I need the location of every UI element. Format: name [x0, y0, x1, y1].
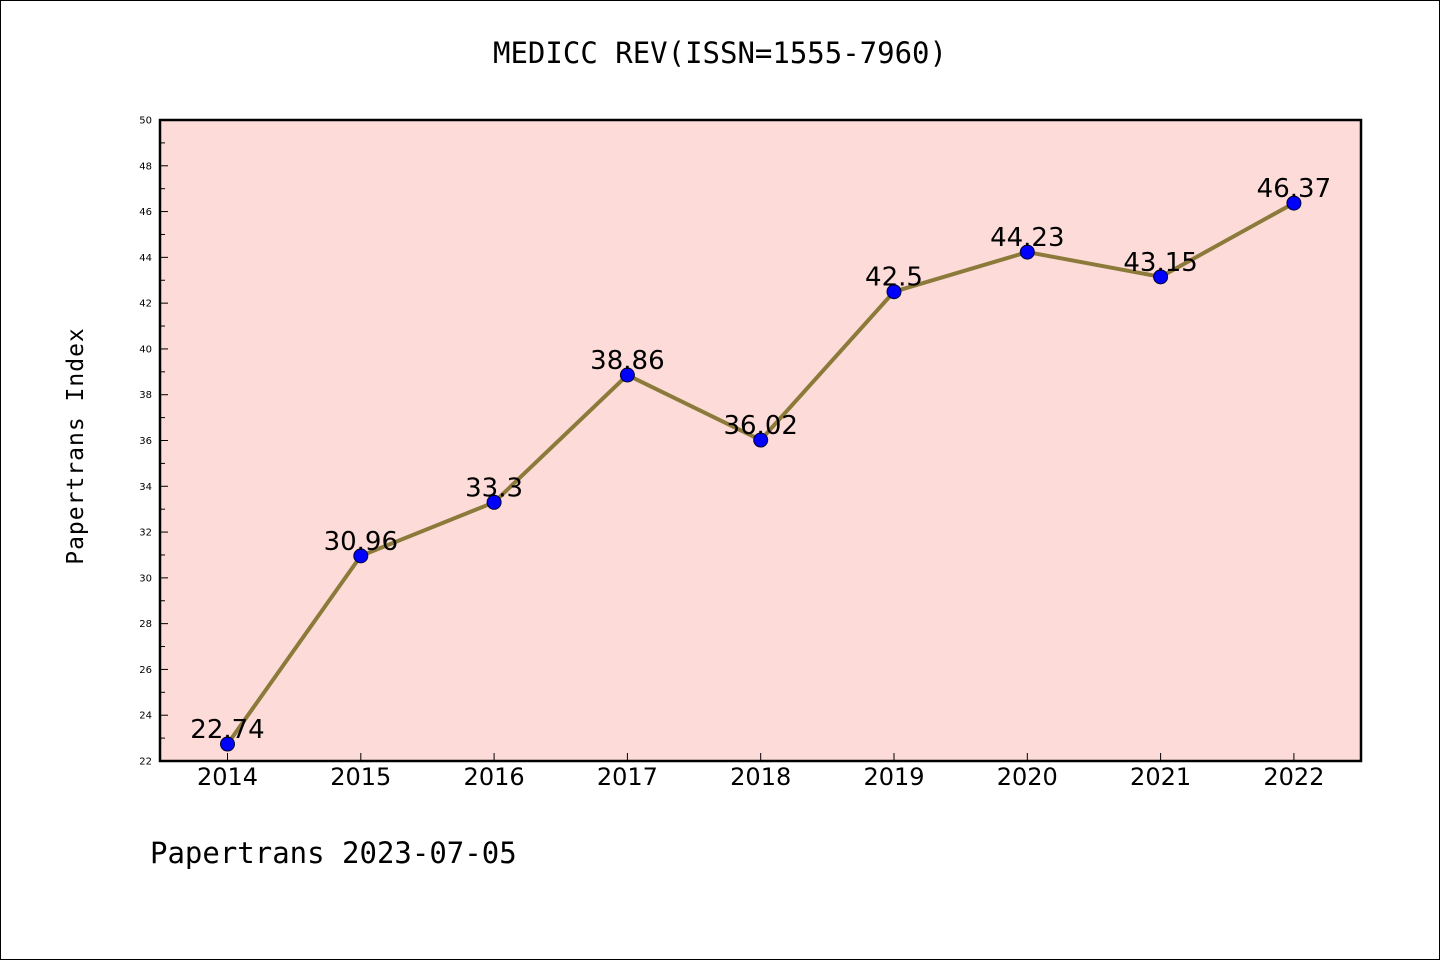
- data-label: 46.37: [1257, 174, 1331, 204]
- data-label: 22.74: [190, 715, 264, 745]
- x-tick-label: 2017: [597, 763, 658, 791]
- y-tick-label: 28: [139, 619, 152, 630]
- data-label: 33.3: [465, 473, 523, 503]
- data-label: 43.15: [1123, 248, 1197, 278]
- plot-border: [158, 118, 1363, 763]
- y-tick-label: 48: [139, 161, 152, 172]
- data-label: 36.02: [723, 411, 797, 441]
- x-tick-label: 2015: [330, 763, 391, 791]
- y-tick-label: 30: [139, 573, 152, 584]
- data-label: 44.23: [990, 223, 1064, 253]
- y-tick-label: 44: [139, 253, 152, 264]
- x-tick-label: 2022: [1263, 763, 1324, 791]
- chart-title: MEDICC REV(ISSN=1555-7960): [493, 36, 947, 70]
- data-point: [1286, 195, 1302, 211]
- data-point: [220, 736, 235, 752]
- data-point: [486, 494, 502, 510]
- series-group: 22.74 30.96 33.3 38.86 36.02 42.5 44.23 43.15 46…: [190, 174, 1331, 752]
- y-tick-label: 46: [139, 207, 152, 218]
- y-tick-label: 26: [139, 665, 152, 676]
- data-point: [1019, 244, 1035, 260]
- y-tick-label: 24: [139, 711, 152, 722]
- x-axis: 2014 2015 2016 2017 2018 2019 2020 2021 2022: [197, 753, 1324, 791]
- y-tick-label: 50: [139, 116, 152, 127]
- data-point: [1153, 269, 1169, 285]
- data-label: 30.96: [324, 527, 398, 557]
- y-tick-label: 22: [139, 757, 152, 768]
- data-point: [619, 367, 635, 383]
- x-tick-label: 2019: [863, 763, 924, 791]
- data-point: [886, 284, 902, 300]
- data-label: 38.86: [590, 346, 664, 376]
- y-tick-label: 34: [139, 482, 152, 493]
- x-tick-label: 2014: [197, 763, 258, 791]
- footer-text: Papertrans 2023-07-05: [150, 836, 517, 870]
- y-tick-label: 42: [139, 299, 152, 310]
- y-tick-label: 36: [139, 436, 152, 447]
- data-point: [353, 548, 369, 564]
- x-tick-label: 2018: [730, 763, 791, 791]
- data-point: [753, 432, 769, 448]
- data-label: 42.5: [865, 263, 923, 293]
- y-tick-label: 40: [139, 344, 152, 355]
- y-tick-label: 38: [139, 390, 152, 401]
- x-tick-label: 2020: [997, 763, 1058, 791]
- x-tick-label: 2021: [1130, 763, 1191, 791]
- x-tick-label: 2016: [464, 763, 525, 791]
- y-axis: 22 24 26 28 30 32 34 36 38 40 42 44 46 48 50: [139, 116, 168, 768]
- y-tick-label: 32: [139, 528, 152, 539]
